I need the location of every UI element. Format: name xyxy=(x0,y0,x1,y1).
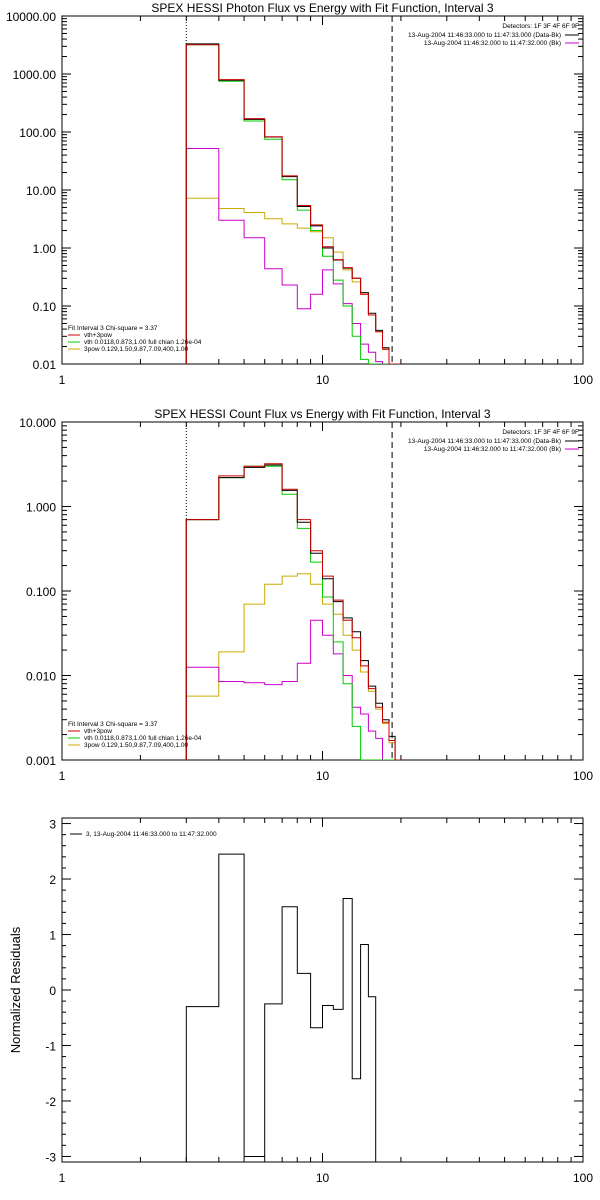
series-line-2 xyxy=(185,44,401,364)
legend-entry-label: vth+3pow xyxy=(84,332,112,339)
y-tick-label: 1000.00 xyxy=(13,68,57,82)
chart-panel-2: SPEX HESSI Count Flux vs Energy with Fit… xyxy=(19,407,593,783)
x-tick-label: 1 xyxy=(59,373,66,387)
legend-entry-label: vth 0.0118,0.873,1.00 full chian 1.26e-0… xyxy=(84,339,202,346)
series-line-2 xyxy=(185,463,401,760)
x-tick-label: 10 xyxy=(316,373,330,387)
y-tick-label: 10.000 xyxy=(19,416,56,430)
y-tick-label: -3 xyxy=(45,1150,56,1164)
series-line-1 xyxy=(185,853,389,1162)
y-tick-label: 0.001 xyxy=(26,754,56,768)
legend-entry-label: 13-Aug-2004 11:46:32.000 to 11:47:32.000… xyxy=(424,40,561,47)
y-tick-label: -2 xyxy=(45,1095,56,1109)
series-line-5 xyxy=(185,197,401,364)
y-tick-label: 10000.00 xyxy=(6,10,56,24)
y-tick-label: 100.00 xyxy=(19,126,56,140)
y-tick-label: 0 xyxy=(49,984,56,998)
legend-entry-label: 13-Aug-2004 11:46:32.000 to 11:47:32.000… xyxy=(424,446,561,453)
y-tick-label: 0.01 xyxy=(33,358,57,372)
plot-frame xyxy=(61,15,584,365)
series-line-3 xyxy=(185,44,401,364)
legend-entry-label: 13-Aug-2004 11:46:33.000 to 11:47:33.000… xyxy=(408,438,561,445)
legend-fit-header: Fit Interval 3 Chi-square = 3.37 xyxy=(68,325,158,332)
x-tick-label: 100 xyxy=(573,769,593,783)
legend-entry-label: 3pow 0.129,1.50,9.87,7.09,400,1.00 xyxy=(84,742,188,749)
legend-fit-header: Fit Interval 3 Chi-square = 3.37 xyxy=(68,721,158,728)
x-tick-label: 1 xyxy=(59,769,66,783)
y-tick-label: 2 xyxy=(49,873,56,887)
y-axis-label: Normalized Residuals xyxy=(8,926,23,1053)
legend-entry-label: 3pow 0.129,1.50,9.87,7.09,400,1.00 xyxy=(84,346,188,353)
series-line-4 xyxy=(185,148,401,364)
y-tick-label: 0.100 xyxy=(26,585,56,599)
legend-entry-label: 3, 13-Aug-2004 11:46:33.000 to 11:47:32.… xyxy=(86,831,217,838)
y-tick-label: 0.010 xyxy=(26,670,56,684)
y-tick-label: 1.000 xyxy=(26,501,56,515)
x-tick-label: 100 xyxy=(573,373,593,387)
legend-entry-label: 13-Aug-2004 11:46:33.000 to 11:47:33.000… xyxy=(408,32,561,39)
x-tick-label: 10 xyxy=(316,769,330,783)
x-tick-label: 10 xyxy=(316,1171,330,1185)
y-tick-label: 10.00 xyxy=(26,184,56,198)
x-tick-label: 1 xyxy=(59,1171,66,1185)
legend-detectors: Detectors: 1F 3F 4F 6F 9F xyxy=(502,23,579,30)
y-tick-label: 3 xyxy=(49,818,56,832)
legend-entry-label: vth 0.0118,0.873,1.00 full chian 1.26e-0… xyxy=(84,735,202,742)
legend-entry-label: vth+3pow xyxy=(84,728,112,735)
y-tick-label: -1 xyxy=(45,1039,56,1053)
y-tick-label: 1.00 xyxy=(33,242,57,256)
x-tick-label: 100 xyxy=(573,1171,593,1185)
chart-title: SPEX HESSI Photon Flux vs Energy with Fi… xyxy=(151,1,493,15)
legend-detectors: Detectors: 1F 3F 4F 6F 9F xyxy=(502,429,579,436)
chart-title: SPEX HESSI Count Flux vs Energy with Fit… xyxy=(154,407,490,421)
y-tick-label: 1 xyxy=(49,929,56,943)
plot-frame xyxy=(61,817,584,1163)
chart-panel-1: SPEX HESSI Photon Flux vs Energy with Fi… xyxy=(6,1,593,387)
y-tick-label: 0.10 xyxy=(33,300,57,314)
